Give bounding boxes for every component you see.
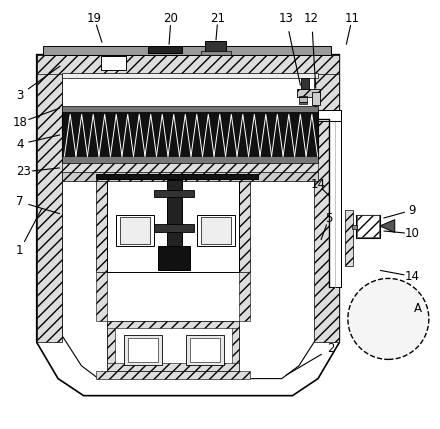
Bar: [107, 320, 239, 328]
Bar: [62, 73, 318, 78]
Bar: [239, 272, 250, 321]
Bar: [239, 181, 250, 272]
Bar: [43, 46, 331, 54]
Text: 23: 23: [17, 165, 31, 178]
Bar: [116, 214, 154, 247]
Text: 7: 7: [16, 195, 23, 208]
Bar: [301, 78, 308, 89]
Text: 13: 13: [279, 12, 293, 25]
Bar: [231, 320, 239, 371]
Bar: [197, 214, 235, 247]
Text: 9: 9: [408, 204, 415, 217]
Polygon shape: [380, 220, 395, 233]
Text: 1: 1: [16, 244, 23, 257]
Bar: [62, 162, 318, 173]
Bar: [96, 174, 258, 179]
Bar: [158, 247, 190, 270]
Bar: [314, 54, 339, 342]
Bar: [154, 224, 194, 232]
Bar: [96, 272, 107, 321]
Text: 21: 21: [210, 12, 225, 25]
Bar: [357, 215, 379, 237]
Polygon shape: [37, 54, 339, 396]
Text: 11: 11: [345, 12, 359, 25]
Bar: [201, 51, 231, 55]
Bar: [62, 112, 318, 157]
Bar: [124, 335, 162, 365]
Bar: [101, 55, 126, 70]
Bar: [190, 338, 220, 362]
Bar: [37, 54, 62, 342]
Bar: [107, 320, 239, 371]
Bar: [345, 210, 353, 266]
Bar: [107, 320, 115, 371]
Circle shape: [348, 278, 429, 360]
Text: 19: 19: [87, 12, 102, 25]
Text: A: A: [414, 302, 422, 315]
Bar: [154, 190, 194, 197]
Bar: [107, 181, 239, 272]
Bar: [147, 46, 182, 53]
Bar: [37, 54, 339, 74]
Text: 4: 4: [16, 138, 23, 151]
Text: 3: 3: [16, 89, 23, 102]
Bar: [62, 156, 318, 163]
Text: 2: 2: [327, 342, 334, 355]
Bar: [96, 371, 250, 379]
Bar: [329, 118, 341, 287]
Bar: [62, 106, 318, 112]
Text: 14: 14: [404, 270, 419, 283]
Text: 20: 20: [164, 12, 179, 25]
Bar: [312, 92, 320, 105]
Polygon shape: [62, 54, 318, 379]
Bar: [352, 225, 357, 230]
Bar: [205, 41, 227, 53]
Text: 12: 12: [304, 12, 319, 25]
Bar: [356, 214, 380, 238]
Text: 5: 5: [325, 212, 332, 225]
Bar: [62, 172, 318, 181]
Text: 18: 18: [12, 116, 27, 130]
Bar: [120, 217, 150, 245]
Bar: [167, 181, 182, 270]
Bar: [186, 335, 224, 365]
Bar: [96, 181, 107, 272]
Text: 14: 14: [311, 178, 326, 191]
Bar: [299, 96, 308, 104]
Bar: [107, 363, 239, 371]
Bar: [297, 89, 320, 97]
Text: 10: 10: [404, 227, 419, 240]
Bar: [128, 338, 158, 362]
Bar: [201, 217, 231, 245]
Bar: [318, 110, 341, 121]
